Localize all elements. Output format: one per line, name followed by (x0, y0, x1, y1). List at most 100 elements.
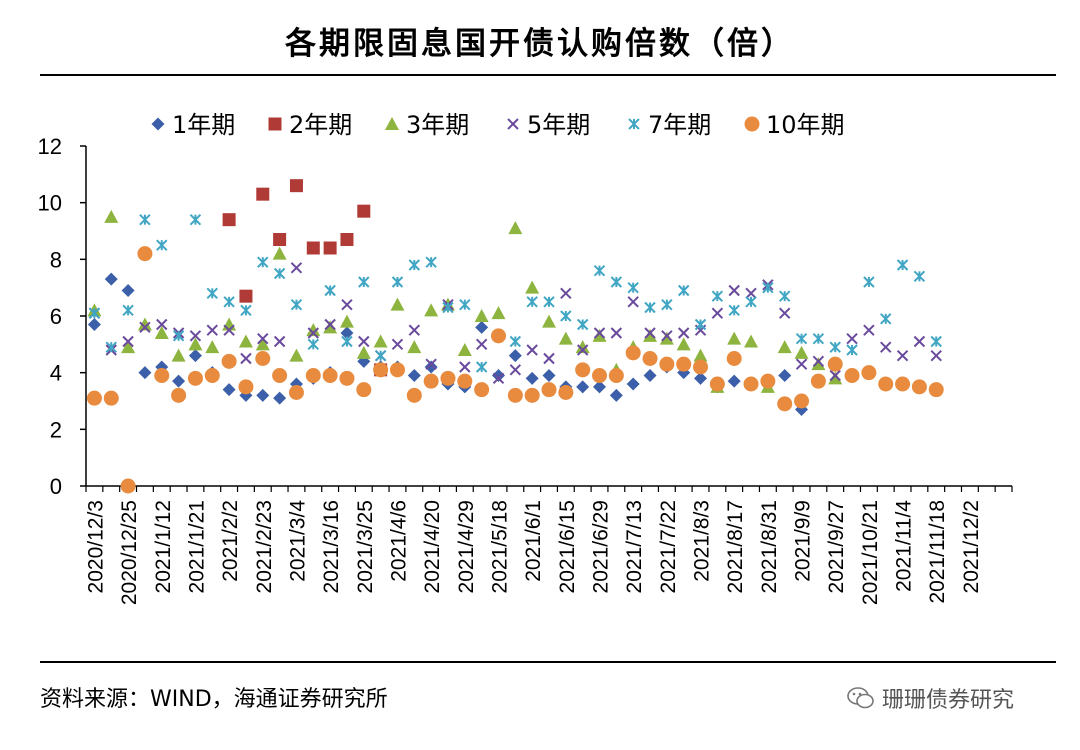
legend-label: 7年期 (648, 111, 711, 139)
data-point (139, 321, 151, 334)
data-point (726, 351, 742, 366)
data-point (256, 187, 270, 201)
data-point (625, 345, 641, 361)
data-point (122, 335, 134, 348)
x-tick-label: 2021/3/4 (286, 500, 309, 582)
series-circle (86, 246, 944, 494)
data-point (627, 281, 639, 294)
data-point (459, 298, 471, 311)
data-point (575, 340, 590, 354)
chart-title: 各期限固息国开债认购倍数（倍） (285, 26, 795, 62)
watermark-text: 珊珊债券研究 (882, 688, 1015, 713)
data-point (525, 280, 540, 294)
data-point (644, 327, 656, 339)
data-point (475, 338, 488, 351)
y-tick-label: 2 (50, 417, 62, 442)
data-point (711, 290, 724, 302)
data-point (474, 382, 490, 398)
data-point (87, 318, 101, 331)
data-point (341, 298, 353, 311)
data-point (424, 360, 438, 374)
data-point (256, 388, 270, 402)
data-point (659, 356, 675, 372)
data-point (812, 332, 825, 345)
data-point (137, 246, 153, 262)
x-tick-label: 2021/4/29 (455, 500, 478, 593)
data-point (491, 306, 506, 320)
x-tick-label: 2021/8/17 (724, 500, 747, 593)
data-point (608, 368, 624, 383)
data-point (306, 241, 320, 255)
data-point (777, 340, 792, 354)
data-point (324, 318, 336, 331)
data-marks (86, 179, 944, 494)
x-tick-label: 2021/7/22 (657, 500, 680, 593)
data-point (154, 326, 169, 339)
data-point (188, 349, 202, 363)
data-point (643, 369, 657, 382)
data-point (255, 351, 271, 366)
data-point (172, 374, 186, 388)
data-point (576, 344, 589, 356)
data-point (508, 221, 523, 235)
data-point (172, 330, 185, 342)
data-point (610, 327, 623, 339)
data-point (374, 349, 387, 362)
y-tick-label: 0 (50, 474, 62, 499)
x-tick-label: 2021/10/21 (859, 500, 882, 605)
data-point (728, 284, 740, 297)
data-point (543, 296, 555, 308)
data-point (626, 377, 640, 391)
data-point (390, 297, 405, 311)
data-point (558, 331, 573, 345)
data-point (526, 344, 538, 356)
data-point (358, 335, 370, 348)
data-point (676, 356, 692, 372)
data-point (543, 352, 555, 365)
data-point (104, 272, 118, 286)
data-point (592, 328, 607, 342)
data-point (290, 298, 303, 311)
data-point (238, 334, 253, 348)
data-point (693, 359, 709, 375)
data-point (257, 332, 269, 345)
data-point (677, 327, 690, 339)
data-point (727, 374, 741, 388)
data-point (560, 287, 572, 300)
data-point (846, 344, 858, 356)
data-point (223, 296, 235, 308)
data-point (289, 348, 304, 362)
data-point (322, 368, 338, 383)
data-point (156, 318, 168, 331)
data-point (861, 365, 877, 381)
data-point (727, 331, 742, 345)
data-point (88, 307, 101, 319)
x-tick-label: 2021/9/27 (825, 500, 848, 593)
data-point (560, 310, 572, 322)
data-point (221, 353, 237, 369)
x-tick-label: 2021/12/2 (960, 500, 983, 593)
data-point (913, 270, 926, 283)
data-point (273, 391, 287, 405)
data-point (880, 341, 892, 353)
data-point (138, 366, 152, 380)
data-point (542, 314, 556, 328)
x-tick-label: 2021/8/31 (758, 500, 781, 593)
data-point (206, 324, 218, 336)
data-point (811, 357, 826, 371)
data-point (829, 369, 841, 382)
data-point (508, 349, 522, 363)
data-point (273, 335, 286, 348)
data-point (524, 387, 540, 403)
data-point (745, 287, 757, 300)
x-tick-label: 2021/11/18 (926, 500, 949, 604)
data-point (844, 368, 860, 383)
data-point (507, 387, 523, 403)
data-point (391, 276, 404, 288)
x-tick-label: 2021/6/29 (590, 500, 613, 593)
data-point (779, 307, 791, 319)
data-point (324, 284, 336, 297)
data-point (880, 313, 892, 325)
data-point (863, 276, 875, 288)
data-point (593, 264, 606, 277)
